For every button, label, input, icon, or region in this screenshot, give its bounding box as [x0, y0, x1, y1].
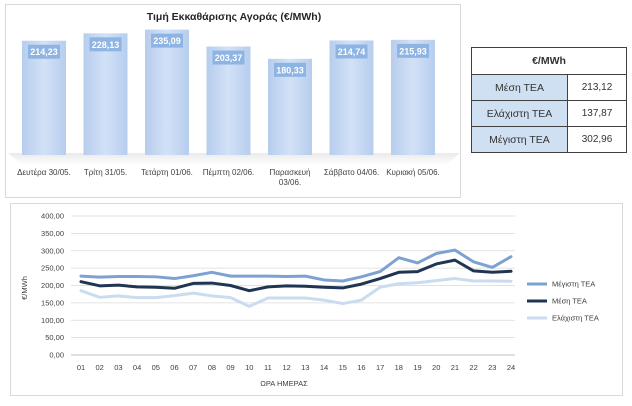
data-label: 180,33 — [276, 65, 304, 75]
legend-label: Μέγιστη ΤΕΑ — [552, 280, 595, 289]
y-tick-label: 400,00 — [41, 212, 64, 221]
bar — [206, 46, 251, 156]
data-label-box — [89, 37, 122, 52]
data-label-box — [212, 50, 245, 65]
row-value-max: 302,96 — [567, 126, 627, 153]
data-label-box — [397, 43, 429, 58]
x-tick-label: 01 — [77, 363, 85, 372]
x-tick-label: 05 — [152, 363, 160, 372]
summary-table-panel: €/MWh Μέση ΤΕΑ 213,12 Ελάχιστη ΤΕΑ 137,8… — [471, 47, 627, 153]
x-tick-label: 04 — [133, 363, 141, 372]
x-tick-label: 17 — [376, 363, 384, 372]
bar — [22, 40, 66, 155]
row-label-mean: Μέση ΤΕΑ — [471, 74, 568, 101]
x-tick-label: 21 — [451, 363, 459, 372]
chart-floor — [8, 153, 460, 165]
x-tick-label: 13 — [301, 363, 309, 372]
data-label: 203,37 — [215, 53, 243, 63]
bar — [391, 39, 435, 155]
x-tick-label: 02 — [96, 363, 104, 372]
data-label-box — [335, 44, 368, 59]
summary-table: €/MWh Μέση ΤΕΑ 213,12 Ελάχιστη ΤΕΑ 137,8… — [471, 47, 627, 153]
x-tick-label: 16 — [357, 363, 365, 372]
x-tick-label: 15 — [339, 363, 347, 372]
category-label: Τετάρτη 01/06. — [141, 168, 193, 177]
y-tick-label: 350,00 — [41, 229, 64, 238]
category-label: Δευτέρα 30/05. — [17, 168, 71, 177]
data-label: 228,13 — [92, 40, 120, 50]
category-label: Παρασκευή — [270, 168, 311, 177]
data-label: 214,74 — [338, 47, 366, 57]
data-label: 235,09 — [153, 36, 181, 46]
x-tick-label: 19 — [413, 363, 421, 372]
x-tick-label: 12 — [282, 363, 290, 372]
data-label: 214,23 — [30, 47, 58, 57]
x-tick-label: 23 — [488, 363, 496, 372]
x-tick-label: 09 — [226, 363, 234, 372]
x-tick-label: 11 — [264, 363, 272, 372]
y-tick-label: 0,00 — [49, 351, 64, 360]
data-label-box — [28, 44, 60, 59]
category-label: Σάββατο 04/06. — [324, 168, 379, 177]
bar-chart-title: Τιμή Εκκαθάρισης Αγοράς (€/MWh) — [147, 11, 321, 23]
x-axis-title: ΩΡΑ ΗΜΕΡΑΣ — [260, 379, 308, 388]
row-label-min: Ελάχιστη ΤΕΑ — [471, 100, 568, 127]
y-tick-label: 50,00 — [45, 333, 64, 342]
y-tick-label: 250,00 — [41, 264, 64, 273]
x-tick-label: 20 — [432, 363, 440, 372]
x-tick-label: 06 — [170, 363, 178, 372]
bar — [83, 33, 128, 155]
bar-chart: Τιμή Εκκαθάρισης Αγοράς (€/MWh) 214,23 Δε… — [8, 11, 460, 187]
y-tick-label: 300,00 — [41, 246, 64, 255]
category-label: Κυριακή 05/06. — [386, 168, 440, 177]
table-row: Μέση ΤΕΑ 213,12 — [471, 74, 627, 101]
data-label-box — [151, 33, 183, 48]
table-header: €/MWh — [471, 47, 627, 75]
line-chart: 0,00 50,00 100,00 150,00 200,00 250,00 300,00 3… — [20, 212, 599, 389]
row-value-min: 137,87 — [567, 100, 627, 127]
row-label-max: Μέγιστη ΤΕΑ — [471, 126, 568, 153]
category-label: 03/06. — [279, 178, 301, 187]
x-tick-label: 10 — [245, 363, 253, 372]
x-tick-label: 14 — [320, 363, 328, 372]
table-row: Μέγιστη ΤΕΑ 302,96 — [471, 126, 627, 153]
x-tick-label: 03 — [114, 363, 122, 372]
series-line — [79, 248, 513, 283]
legend-label: Μέση ΤΕΑ — [552, 297, 587, 306]
data-label-box — [274, 62, 306, 77]
category-label: Τρίτη 31/05. — [84, 168, 127, 177]
bar — [145, 29, 189, 155]
table-row: Ελάχιστη ΤΕΑ 137,87 — [471, 100, 627, 127]
series-line — [79, 258, 513, 293]
category-label: Πέμπτη 02/06. — [203, 168, 255, 177]
x-tick-label: 18 — [395, 363, 403, 372]
row-value-mean: 213,12 — [567, 74, 627, 101]
x-tick-label: 07 — [189, 363, 197, 372]
y-tick-label: 150,00 — [41, 298, 64, 307]
line-chart-panel: 0,00 50,00 100,00 150,00 200,00 250,00 300,00 3… — [10, 203, 623, 396]
y-axis-title: €/MWh — [20, 276, 29, 300]
x-tick-label: 08 — [208, 363, 216, 372]
x-tick-label: 22 — [469, 363, 477, 372]
y-tick-label: 200,00 — [41, 281, 64, 290]
x-tick-label: 24 — [507, 363, 515, 372]
legend-label: Ελάχιστη ΤΕΑ — [552, 314, 599, 323]
bar — [329, 40, 374, 155]
y-tick-label: 100,00 — [41, 316, 64, 325]
data-label: 215,93 — [399, 46, 427, 56]
series-line — [79, 277, 513, 308]
bar-chart-panel: Τιμή Εκκαθάρισης Αγοράς (€/MWh) 214,23 Δε… — [5, 4, 461, 198]
